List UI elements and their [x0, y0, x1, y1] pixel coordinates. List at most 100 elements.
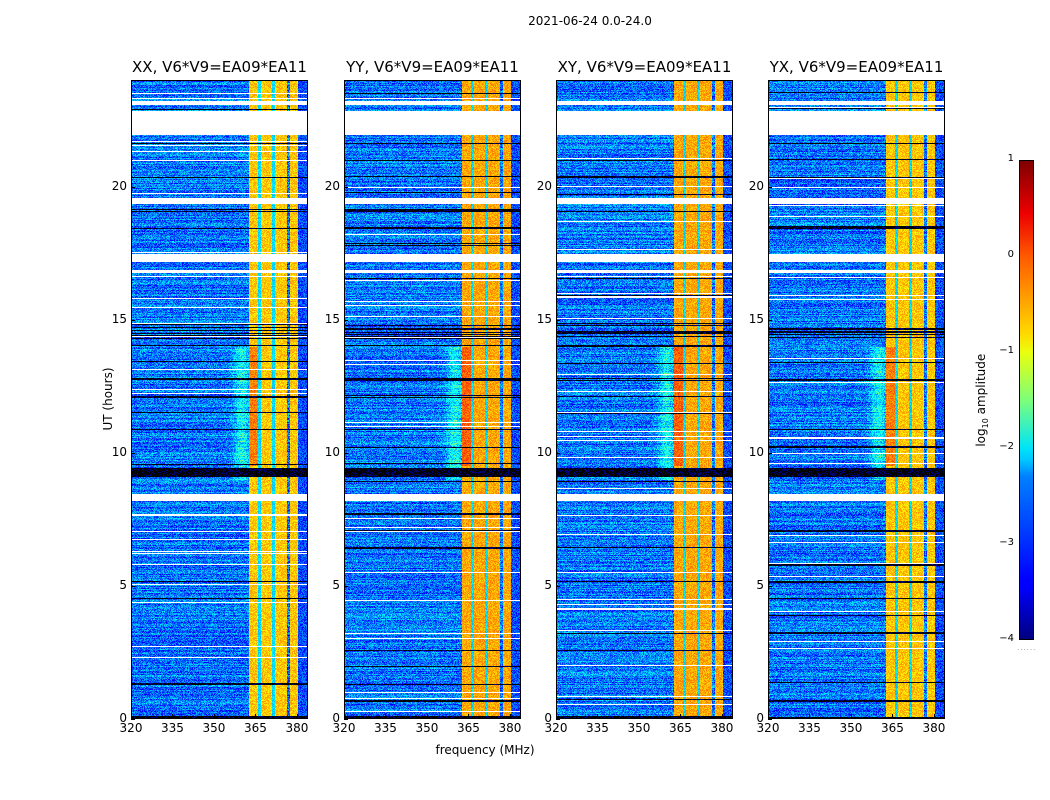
colorbar — [1019, 160, 1034, 640]
x-tick-mark — [426, 714, 428, 718]
panel-title-yx: YX, V6*V9=EA09*EA11 — [769, 58, 944, 76]
colorbar-tick-label: −3 — [999, 537, 1014, 548]
x-tick-label: 350 — [415, 721, 439, 735]
x-tick-label: 350 — [839, 721, 863, 735]
waterfall-heatmap-xx — [132, 81, 307, 718]
x-tick-label: 335 — [586, 721, 609, 735]
y-tick-label: 20 — [324, 178, 340, 193]
y-tick-mark — [768, 585, 772, 587]
x-tick-mark — [809, 714, 811, 718]
y-tick-label: 0 — [756, 711, 764, 725]
x-tick-label: 335 — [374, 721, 397, 735]
x-tick-mark — [468, 714, 470, 718]
x-tick-label: 320 — [119, 721, 143, 735]
y-tick-label: 10 — [111, 444, 127, 459]
x-tick-label: 335 — [161, 721, 184, 735]
y-tick-mark — [556, 585, 560, 587]
x-tick-mark — [296, 714, 298, 718]
y-tick-label: 15 — [111, 311, 127, 326]
y-tick-mark — [131, 585, 135, 587]
y-tick-label: 15 — [536, 311, 552, 326]
colorbar-gradient — [1020, 161, 1033, 639]
y-tick-mark — [131, 319, 135, 321]
y-tick-label: 5 — [119, 577, 127, 592]
x-tick-label: 365 — [669, 721, 692, 735]
x-tick-label: 365 — [244, 721, 267, 735]
y-tick-mark — [768, 319, 772, 321]
y-axis-label: UT (hours) — [101, 367, 115, 431]
y-tick-mark — [556, 719, 560, 720]
x-tick-mark — [509, 714, 511, 718]
y-tick-mark — [768, 719, 772, 720]
x-tick-mark — [213, 714, 215, 718]
y-tick-label: 5 — [544, 577, 552, 592]
y-tick-mark — [344, 585, 348, 587]
waterfall-panel-xx — [131, 80, 308, 719]
y-tick-label: 5 — [332, 577, 340, 592]
y-tick-mark — [131, 452, 135, 454]
panel-title-yy: YY, V6*V9=EA09*EA11 — [346, 58, 519, 76]
x-tick-label: 380 — [922, 721, 946, 735]
y-tick-mark — [556, 319, 560, 321]
waterfall-heatmap-xy — [557, 81, 732, 718]
y-tick-label: 10 — [324, 444, 340, 459]
colorbar-label: log10 amplitude — [973, 353, 991, 447]
x-tick-mark — [933, 714, 935, 718]
y-tick-label: 0 — [544, 711, 552, 725]
x-tick-mark — [344, 714, 345, 718]
y-tick-label: 0 — [332, 711, 340, 725]
figure-title: 2021-06-24 0.0-24.0 — [528, 14, 652, 28]
x-tick-mark — [892, 714, 894, 718]
colorbar-tick-label: −4 — [999, 633, 1014, 644]
y-tick-label: 20 — [748, 178, 764, 193]
x-tick-mark — [721, 714, 723, 718]
y-tick-label: 0 — [119, 711, 127, 725]
x-tick-mark — [597, 714, 599, 718]
colorbar-extension-dots: ...... — [1017, 644, 1037, 652]
x-tick-mark — [385, 714, 387, 718]
y-tick-mark — [556, 452, 560, 454]
y-tick-mark — [344, 186, 348, 188]
y-tick-label: 10 — [748, 444, 764, 459]
y-tick-label: 10 — [536, 444, 552, 459]
x-tick-label: 335 — [798, 721, 821, 735]
x-tick-mark — [172, 714, 174, 718]
y-tick-mark — [556, 186, 560, 188]
x-tick-label: 380 — [710, 721, 734, 735]
y-tick-mark — [344, 319, 348, 321]
colorbar-tick-label: −2 — [999, 441, 1014, 452]
x-tick-label: 380 — [498, 721, 522, 735]
colorbar-tick-label: −1 — [999, 345, 1014, 356]
waterfall-panel-yy — [344, 80, 521, 719]
y-tick-mark — [768, 452, 772, 454]
colorbar-tick-label: 0 — [1007, 249, 1014, 260]
x-tick-mark — [850, 714, 852, 718]
y-tick-mark — [344, 719, 348, 720]
x-tick-label: 350 — [627, 721, 651, 735]
x-tick-mark — [131, 714, 132, 718]
x-tick-label: 380 — [285, 721, 309, 735]
x-tick-label: 320 — [756, 721, 780, 735]
x-tick-label: 350 — [202, 721, 226, 735]
waterfall-panel-yx — [768, 80, 945, 719]
y-tick-mark — [131, 186, 135, 188]
waterfall-panel-xy — [556, 80, 733, 719]
x-tick-mark — [768, 714, 769, 718]
y-tick-label: 15 — [748, 311, 764, 326]
waterfall-heatmap-yx — [769, 81, 944, 718]
x-tick-label: 365 — [457, 721, 480, 735]
y-tick-mark — [344, 452, 348, 454]
x-tick-mark — [638, 714, 640, 718]
x-tick-label: 365 — [881, 721, 904, 735]
x-axis-label: frequency (MHz) — [435, 743, 535, 757]
y-tick-label: 20 — [536, 178, 552, 193]
waterfall-heatmap-yy — [345, 81, 520, 718]
x-tick-mark — [255, 714, 257, 718]
y-tick-mark — [131, 719, 135, 720]
panel-title-xx: XX, V6*V9=EA09*EA11 — [132, 58, 307, 76]
x-tick-label: 320 — [544, 721, 568, 735]
y-tick-label: 15 — [324, 311, 340, 326]
x-tick-mark — [556, 714, 557, 718]
x-tick-label: 320 — [332, 721, 356, 735]
y-tick-mark — [768, 186, 772, 188]
